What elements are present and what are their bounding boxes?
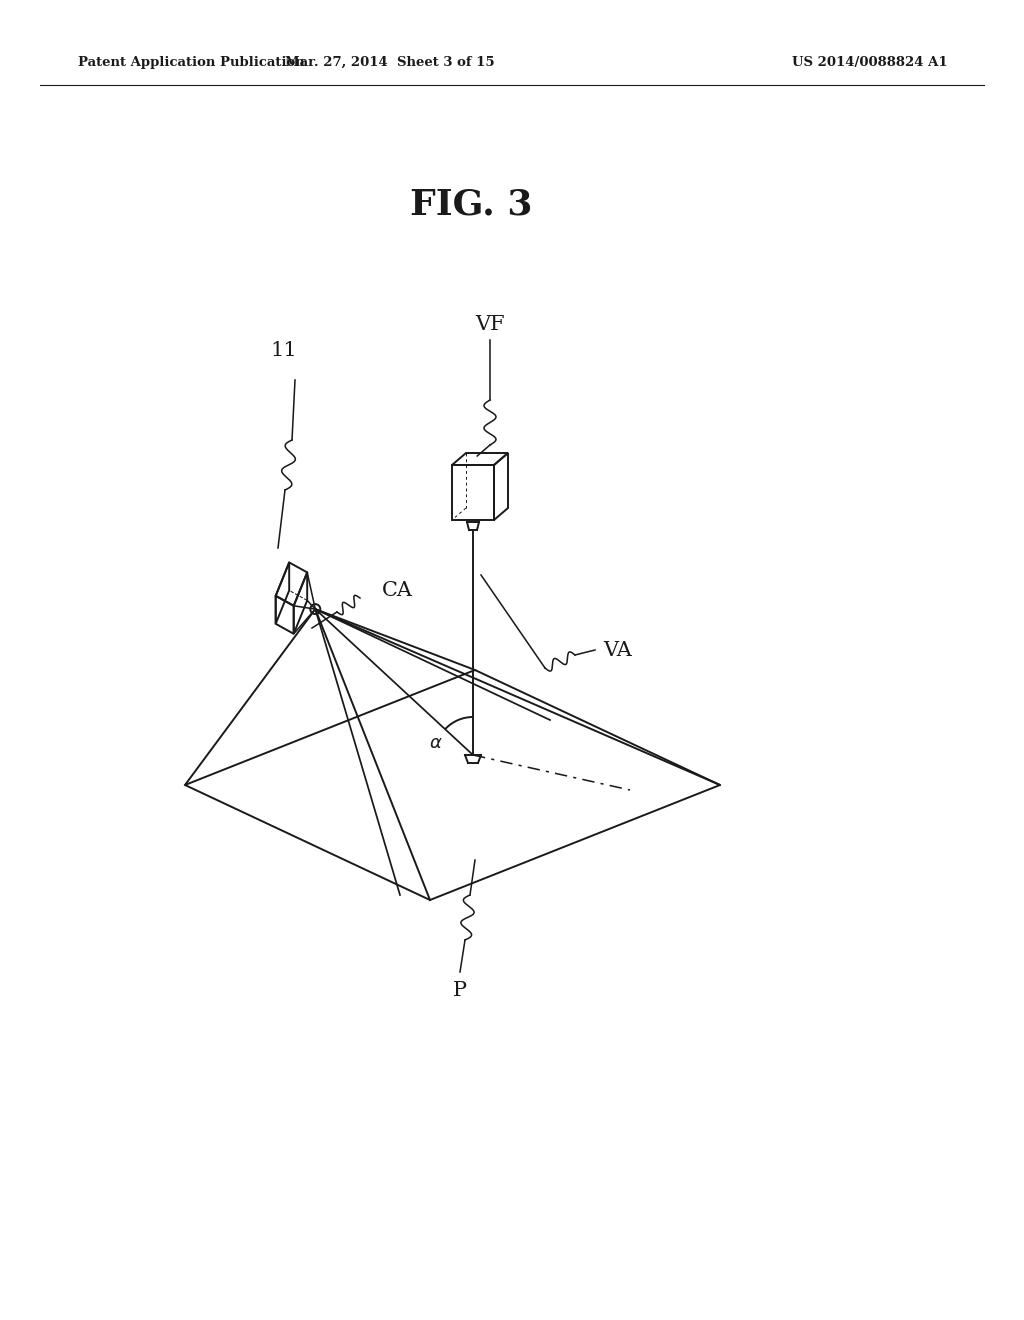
Text: P: P bbox=[453, 981, 467, 999]
Text: US 2014/0088824 A1: US 2014/0088824 A1 bbox=[793, 55, 948, 69]
Text: VF: VF bbox=[475, 315, 505, 334]
Text: VA: VA bbox=[603, 640, 632, 660]
Text: FIG. 3: FIG. 3 bbox=[410, 187, 532, 222]
Text: Mar. 27, 2014  Sheet 3 of 15: Mar. 27, 2014 Sheet 3 of 15 bbox=[286, 55, 495, 69]
Text: Patent Application Publication: Patent Application Publication bbox=[78, 55, 305, 69]
Text: CA: CA bbox=[382, 581, 413, 599]
Text: 11: 11 bbox=[270, 341, 297, 359]
Text: α: α bbox=[429, 734, 441, 752]
